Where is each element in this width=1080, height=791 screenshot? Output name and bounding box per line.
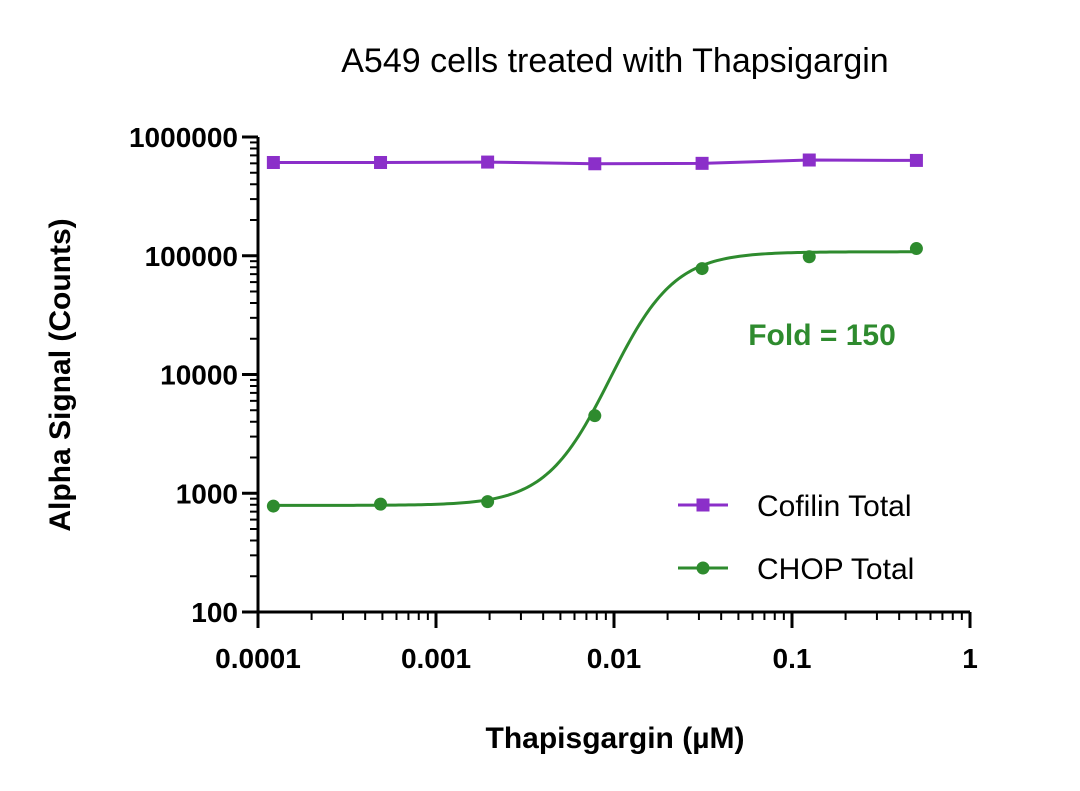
data-point — [588, 409, 602, 423]
x-tick-label: 0.1 — [773, 643, 812, 674]
y-tick-label: 10000 — [160, 360, 238, 391]
data-point — [374, 155, 388, 169]
data-point — [481, 495, 495, 509]
data-point — [695, 156, 709, 170]
legend-item: Cofilin Total — [678, 490, 912, 523]
data-point — [266, 499, 280, 513]
data-point — [909, 242, 923, 256]
series-line — [273, 250, 917, 507]
axes: 100 1000 10000 100000 1000000 0.0001 0.001 0.01… — [129, 122, 978, 674]
x-tick-label: 1 — [962, 643, 978, 674]
data-point — [374, 497, 388, 511]
series-layer — [266, 153, 923, 513]
data-point — [588, 157, 602, 171]
annotation-fold: Fold = 150 — [748, 319, 896, 352]
data-point — [909, 153, 923, 167]
data-point — [266, 155, 280, 169]
x-tick-label: 0.01 — [587, 643, 642, 674]
x-axis-label: Thapisgargin (µM) — [486, 722, 745, 755]
legend: Cofilin Total CHOP Total — [678, 490, 914, 586]
data-point — [695, 262, 709, 276]
x-tick-label: 0.0001 — [215, 643, 301, 674]
series-1 — [266, 153, 923, 171]
legend-marker — [696, 561, 710, 575]
data-point — [802, 250, 816, 264]
y-tick-label: 100 — [191, 597, 238, 628]
data-point — [802, 153, 816, 167]
y-axis-label: Alpha Signal (Counts) — [44, 218, 77, 531]
x-tick-label: 0.001 — [401, 643, 471, 674]
legend-marker — [696, 498, 710, 512]
data-point — [481, 155, 495, 169]
legend-label: Cofilin Total — [757, 490, 912, 523]
y-tick-label: 1000000 — [129, 122, 238, 153]
chart-title: A549 cells treated with Thapsigargin — [341, 42, 888, 80]
series-2 — [266, 242, 923, 513]
y-tick-label: 1000 — [176, 478, 238, 509]
y-tick-label: 100000 — [145, 241, 238, 272]
legend-label: CHOP Total — [757, 553, 914, 586]
legend-item: CHOP Total — [678, 553, 914, 586]
